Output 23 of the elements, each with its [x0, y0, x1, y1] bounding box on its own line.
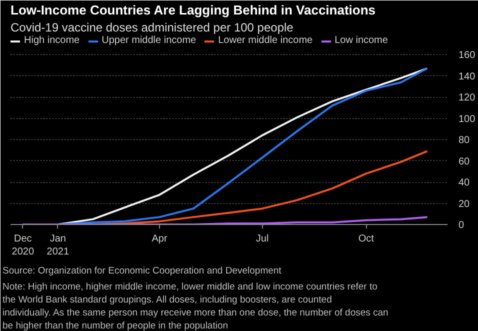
y-tick-label: 0: [458, 220, 464, 231]
x-tick-label: Oct: [358, 234, 374, 244]
x-tick-label: Dec 2020: [12, 234, 34, 258]
y-tick-label: 80: [458, 135, 470, 146]
y-tick-label: 140: [458, 71, 476, 82]
y-tick-label: 100: [458, 114, 476, 125]
y-tick-label: 40: [458, 178, 470, 189]
y-tick-label: 160: [458, 50, 476, 62]
legend-label: High income: [24, 35, 80, 46]
y-tick-label: 120: [458, 92, 476, 104]
legend-label: Upper middle income: [102, 35, 196, 46]
legend-label: Lower middle income: [218, 35, 313, 46]
x-tick-label: Apr: [152, 234, 168, 244]
y-tick-label: 60: [458, 156, 470, 168]
legend-label: Low income: [334, 35, 388, 46]
y-tick-label: 20: [458, 198, 470, 210]
text: Note: High income, higher middle income, lower middle and low income countries refer to the World Bank standard groupings. All doses, including boosters, are counted individually. As the same person may receive more than one dose, the number of doses can be higher than the number of people in the population: [2, 282, 388, 331]
chart-title: Low-Income Countries Are Lagging Behind in Vaccinations: [10, 2, 376, 18]
chart-subtitle: Covid-19 vaccine doses administered per 100 people: [10, 20, 294, 34]
line-series: [22, 216, 428, 224]
x-tick-label: Jul: [256, 234, 269, 244]
source-note: Source: Organization for Economic Cooperation and Development: [2, 266, 282, 276]
x-tick-label: Jan 2021: [46, 234, 70, 258]
